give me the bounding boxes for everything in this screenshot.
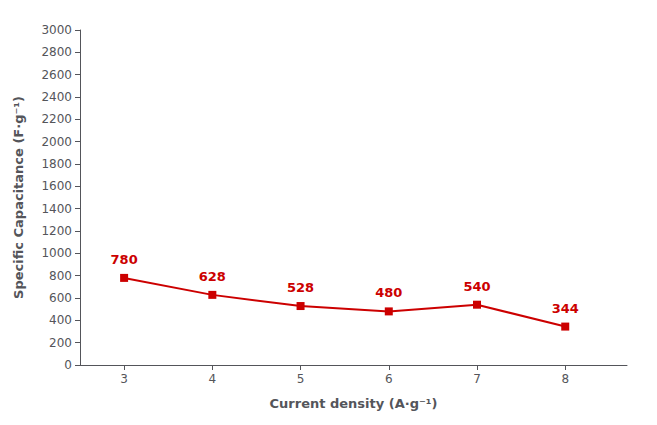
svg-text:1200: 1200 (41, 224, 72, 238)
svg-text:2600: 2600 (41, 68, 72, 82)
svg-text:628: 628 (199, 269, 226, 284)
svg-text:780: 780 (111, 252, 138, 267)
svg-text:200: 200 (49, 336, 72, 350)
svg-text:1800: 1800 (41, 157, 72, 171)
svg-text:6: 6 (385, 372, 393, 386)
svg-text:540: 540 (463, 279, 490, 294)
svg-text:Specific Capacitance (F·g⁻¹): Specific Capacitance (F·g⁻¹) (11, 96, 26, 299)
svg-text:7: 7 (473, 372, 481, 386)
svg-text:344: 344 (552, 301, 579, 316)
svg-text:800: 800 (49, 269, 72, 283)
svg-text:1400: 1400 (41, 202, 72, 216)
svg-text:2400: 2400 (41, 90, 72, 104)
svg-text:2200: 2200 (41, 112, 72, 126)
svg-text:528: 528 (287, 280, 314, 295)
svg-text:3000: 3000 (41, 23, 72, 37)
svg-text:8: 8 (561, 372, 569, 386)
svg-text:1000: 1000 (41, 246, 72, 260)
svg-text:4: 4 (209, 372, 217, 386)
svg-text:Current density (A·g⁻¹): Current density (A·g⁻¹) (270, 396, 438, 411)
svg-text:400: 400 (49, 313, 72, 327)
svg-text:600: 600 (49, 291, 72, 305)
svg-text:1600: 1600 (41, 179, 72, 193)
svg-text:0: 0 (64, 358, 72, 372)
svg-text:5: 5 (297, 372, 305, 386)
svg-text:2000: 2000 (41, 135, 72, 149)
svg-text:480: 480 (375, 285, 402, 300)
svg-text:2800: 2800 (41, 45, 72, 59)
svg-text:3: 3 (120, 372, 128, 386)
